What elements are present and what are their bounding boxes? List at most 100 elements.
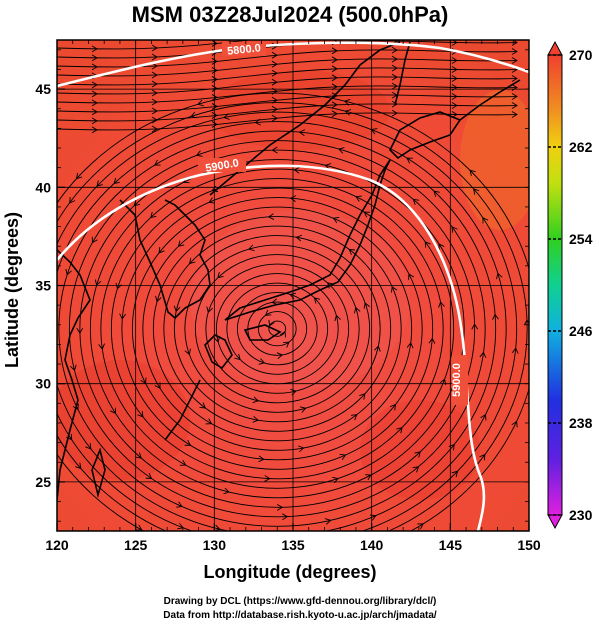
contour-label-5900-east: 5900.0 (451, 363, 463, 397)
streamline-arrow (151, 71, 158, 79)
streamline-arrow (406, 342, 414, 349)
streamline (57, 67, 518, 86)
streamline (226, 282, 329, 375)
colorbar-bottom-arrow (547, 514, 563, 530)
streamline-arrow (211, 85, 218, 92)
streamline-arrow (195, 150, 203, 157)
streamline-arrow (451, 470, 459, 478)
streamline-arrow (391, 64, 398, 72)
streamline-arrow (438, 243, 445, 250)
streamline-arrow (293, 166, 300, 174)
streamline-arrow (211, 103, 218, 110)
streamline-arrow (511, 48, 518, 55)
streamline-arrow (511, 347, 519, 354)
streamline-arrow (511, 57, 518, 64)
streamline-arrow (135, 524, 143, 531)
streamline-arrow (289, 195, 297, 202)
streamline-arrow (451, 66, 458, 73)
contour-labels: 5800.0 5900.0 5900.0 (198, 42, 468, 405)
streamline-arrow (211, 40, 218, 47)
streamline-arrow (150, 211, 157, 219)
streamline-arrow (451, 226, 458, 233)
streamline-arrow (91, 63, 98, 71)
height-contours (57, 41, 529, 531)
streamline-arrow (179, 459, 187, 466)
streamline (184, 244, 371, 413)
streamline-arrow (482, 216, 489, 224)
streamline-arrow (75, 462, 82, 470)
streamline-arrow (154, 382, 161, 389)
streamline-arrow (252, 396, 260, 404)
streamline-arrow (91, 54, 98, 62)
streamline-arrow (110, 407, 116, 415)
streamline (57, 112, 518, 131)
streamline-arrow (511, 111, 518, 118)
streamline (205, 263, 350, 394)
streamline-arrow (155, 295, 162, 303)
streamline-arrow (189, 257, 196, 265)
streamline-arrow (496, 272, 503, 280)
streamline-arrow (392, 29, 397, 35)
streamline-arrow (298, 445, 305, 453)
streamline-arrow (154, 159, 161, 166)
streamline (79, 149, 476, 508)
streamline-arrow (258, 455, 265, 463)
streamline-arrow (355, 195, 362, 202)
streamline-arrow (217, 272, 224, 279)
streamline-arrow (158, 247, 165, 254)
colorbar-top-arrow (547, 40, 563, 56)
streamline (57, 76, 518, 95)
streamline (57, 103, 518, 122)
streamline-arrow (281, 513, 289, 521)
streamline-arrow (313, 297, 321, 304)
streamline-arrow (271, 69, 278, 77)
chart-title: MSM 03Z28Jul2024 (500.0hPa) (132, 2, 449, 27)
credit-drawing: Drawing by DCL (https://www.gfd-dennou.o… (164, 596, 437, 607)
streamline-arrow (177, 240, 185, 247)
streamline-arrow (264, 309, 272, 316)
y-tick-label: 30 (35, 376, 51, 392)
streamline-arrow (252, 416, 259, 423)
streamline-arrow (283, 341, 290, 348)
streamline (57, 111, 518, 531)
streamline-arrow (223, 113, 230, 120)
streamline (100, 168, 455, 489)
streamline-arrow (119, 313, 126, 320)
streamline-arrow (439, 378, 447, 385)
streamline-arrow (324, 518, 332, 525)
streamline-arrow (151, 44, 158, 52)
streamline-arrow (211, 112, 218, 119)
streamline-arrow (75, 172, 83, 180)
streamline (110, 178, 444, 480)
streamline-arrow (248, 244, 255, 252)
streamline-arrow (417, 523, 424, 530)
streamline (57, 92, 529, 531)
streamline-arrow (451, 75, 458, 82)
streamline-arrow (295, 234, 303, 242)
streamline-arrow (208, 197, 215, 204)
streamline-arrow (332, 476, 339, 484)
streamline-arrow (151, 53, 158, 61)
streamline-arrow (70, 364, 77, 372)
streamline-arrow (91, 99, 98, 107)
streamline-arrow (176, 501, 183, 508)
streamline-arrow (184, 348, 191, 356)
x-tick-label: 125 (124, 537, 148, 553)
streamline (57, 102, 528, 531)
streamline-arrow (408, 273, 415, 280)
streamline-arrow (151, 116, 158, 124)
streamline (57, 85, 518, 104)
streamline-arrow (72, 403, 79, 411)
y-axis-label: Latitude (degrees) (2, 212, 22, 368)
streamline-arrow (234, 353, 241, 361)
streamline-arrow (334, 314, 341, 322)
streamline-arrow (532, 290, 538, 295)
streamline-arrow (276, 503, 284, 511)
streamline (236, 292, 318, 366)
colorbar-gradient (547, 54, 563, 516)
streamline-arrow (98, 343, 105, 350)
streamline-arrow (36, 304, 42, 309)
streamline-arrow (451, 93, 458, 100)
streamline-arrow (391, 55, 398, 63)
